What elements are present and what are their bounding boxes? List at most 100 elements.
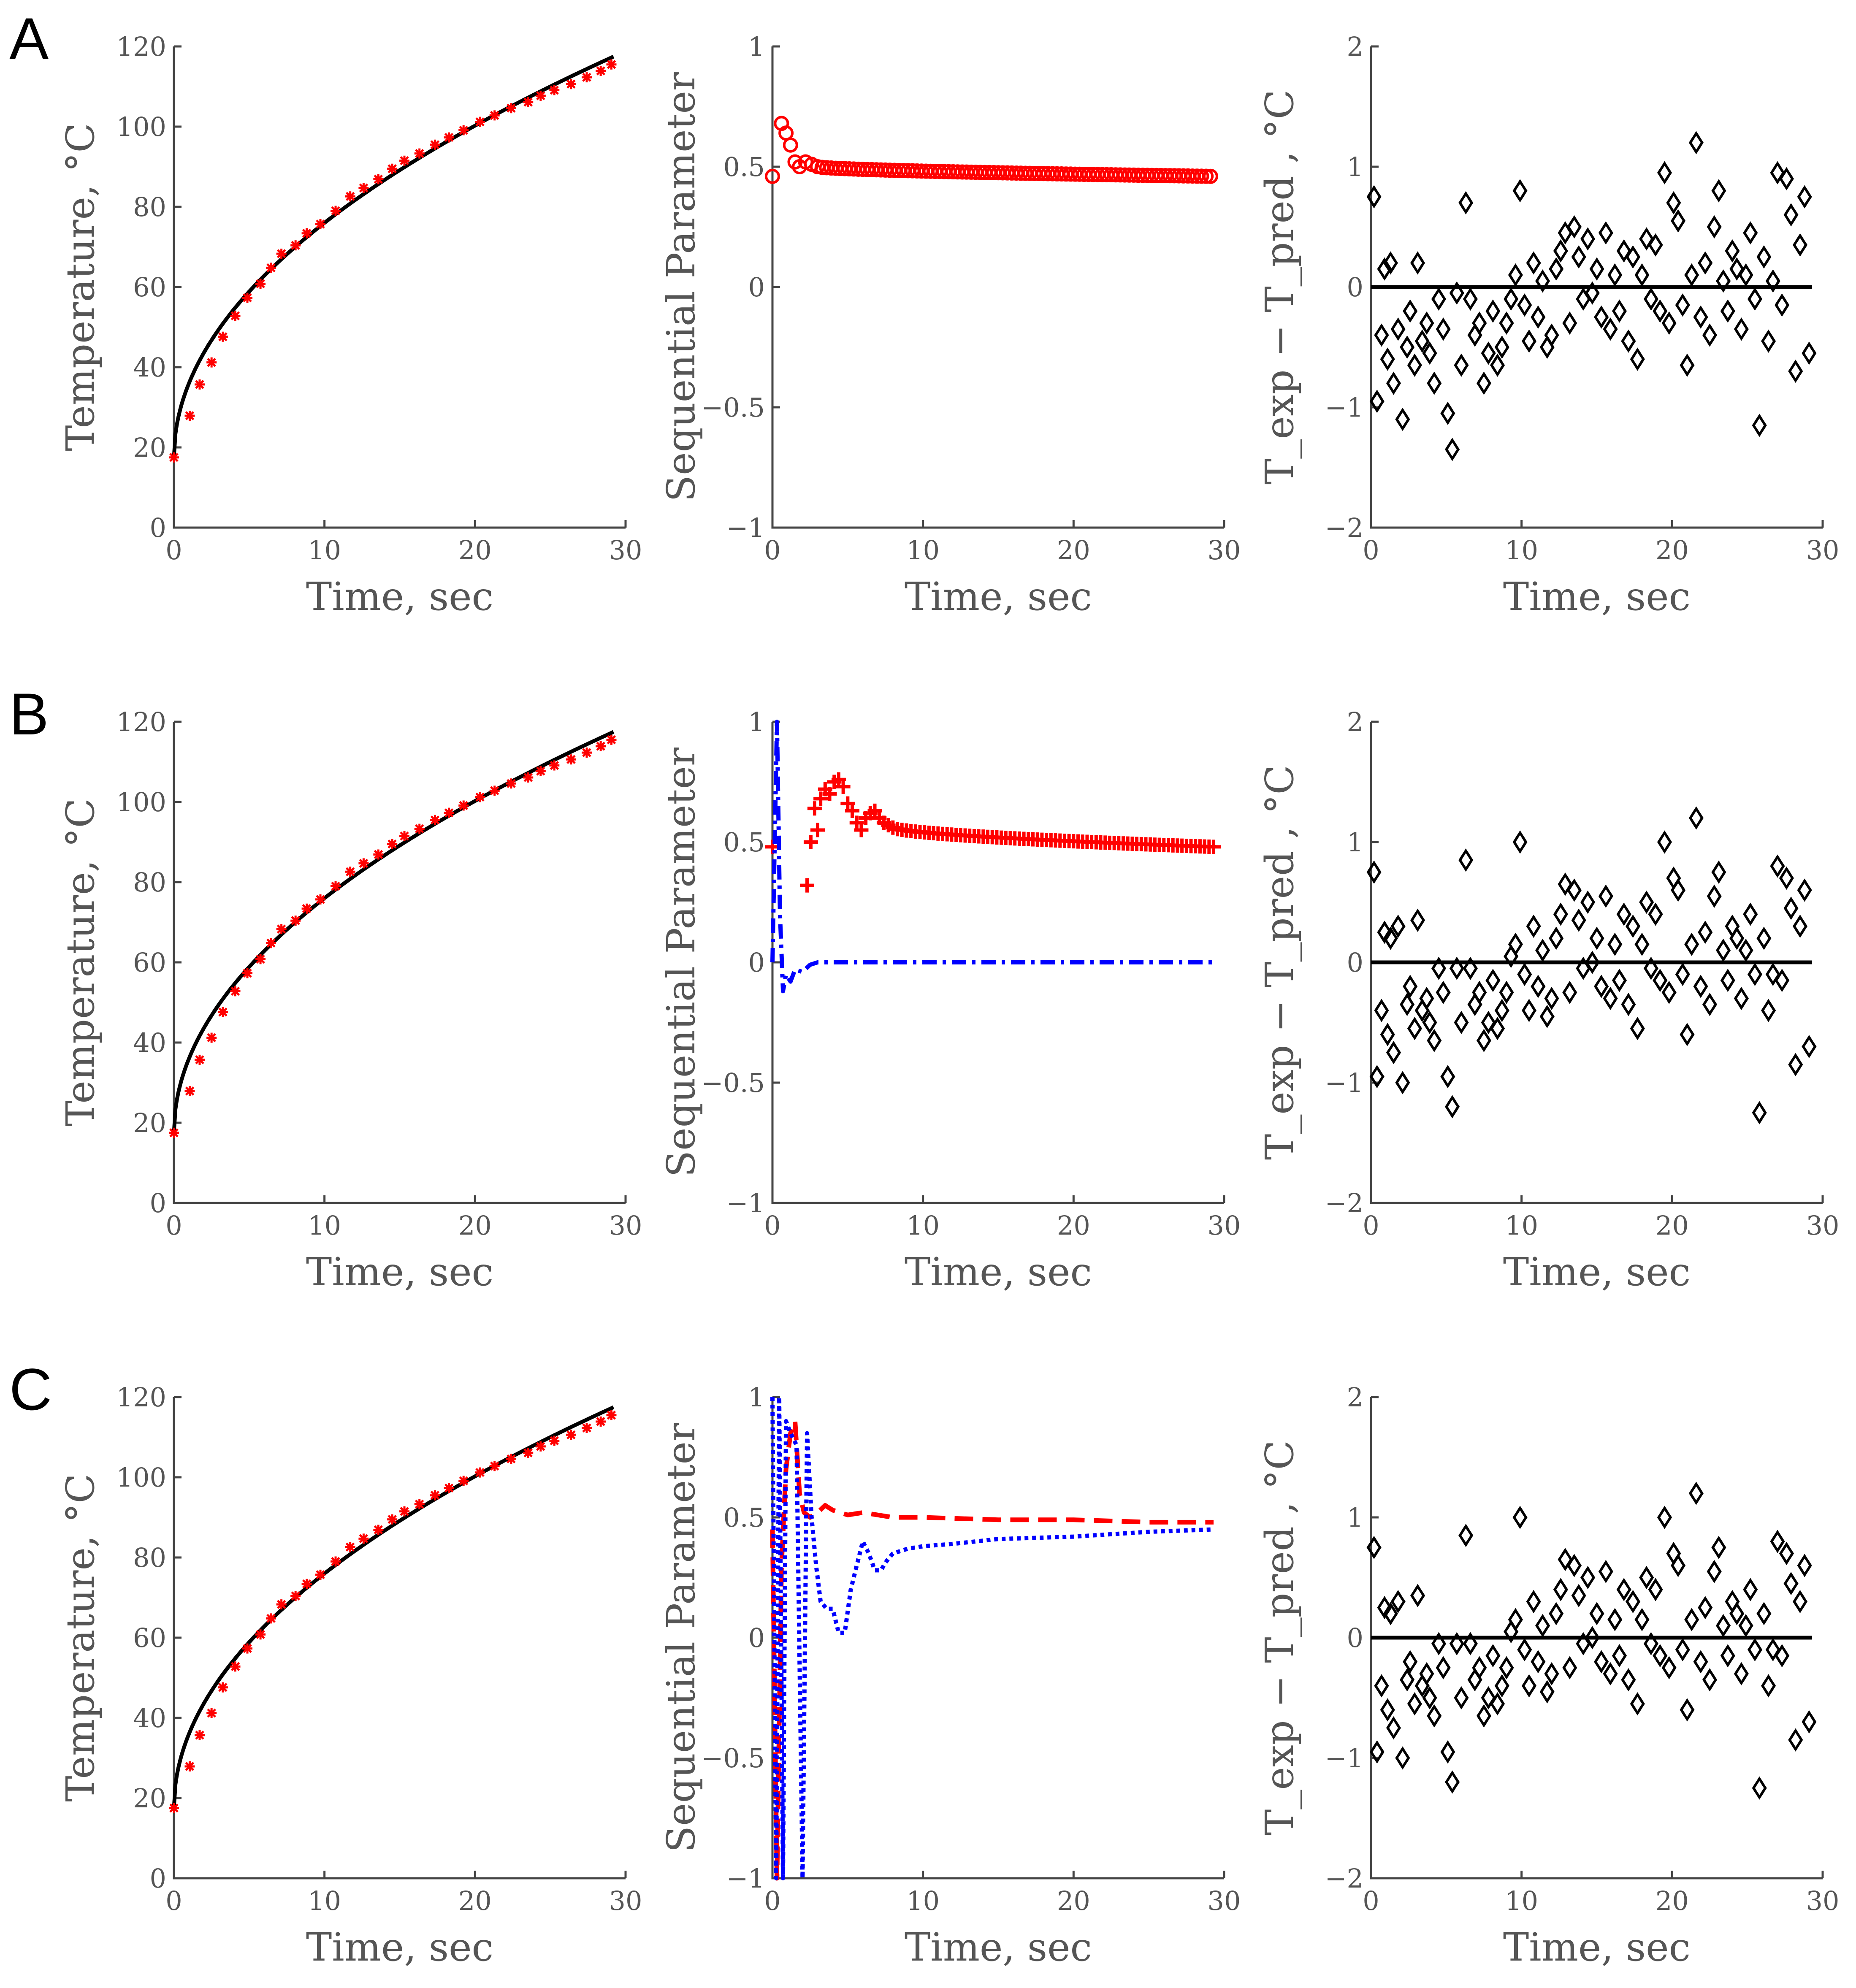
marker-c1-measured-32	[606, 1410, 617, 1420]
marker-a3-residuals-91	[1765, 269, 1780, 293]
x-axis-label-c2: Time, sec	[905, 1925, 1092, 1970]
data-a3	[1366, 131, 1817, 461]
marker-c3-residuals-6	[1386, 1716, 1401, 1740]
marker-c1-measured-12	[315, 1569, 326, 1580]
series-b3-residuals	[1366, 806, 1817, 1124]
marker-b1-measured-27	[535, 766, 546, 776]
marker-b1-measured-11	[301, 903, 312, 914]
marker-a1-measured-23	[475, 116, 485, 127]
marker-a3-residuals-35	[1512, 179, 1528, 203]
marker-c3-residuals-28	[1481, 1686, 1496, 1710]
marker-a3-residuals-9	[1400, 335, 1415, 359]
marker-a3-residuals-58	[1616, 239, 1631, 263]
marker-a3-residuals-43	[1549, 257, 1564, 281]
marker-c3-residuals-95	[1783, 1572, 1799, 1595]
marker-b3-residuals-7	[1390, 914, 1406, 938]
marker-a1-measured-16	[373, 174, 384, 184]
marker-a1-measured-29	[566, 79, 576, 89]
marker-c3-residuals-73	[1684, 1608, 1699, 1631]
marker-a1-measured-1	[184, 410, 195, 421]
data-a2	[765, 116, 1218, 184]
marker-c3-residuals-96	[1788, 1728, 1803, 1752]
y-tick-label-a1-5: 100	[117, 111, 166, 142]
y-tick-label-c1-6: 120	[117, 1382, 166, 1413]
marker-a3-residuals-69	[1666, 191, 1681, 215]
x-tick-label-b1-2: 20	[458, 1210, 492, 1241]
x-tick-label-a2-2: 20	[1057, 535, 1090, 566]
marker-a3-residuals-90	[1761, 329, 1776, 353]
marker-b3-residuals-90	[1761, 999, 1776, 1022]
marker-b3-residuals-21	[1449, 956, 1464, 980]
marker-c1-measured-16	[373, 1525, 384, 1535]
marker-a1-measured-9	[276, 249, 287, 259]
marker-c1-measured-24	[489, 1461, 500, 1471]
marker-b3-residuals-87	[1747, 962, 1763, 986]
marker-b1-measured-0	[169, 1127, 179, 1138]
y-tick-label-b2-4: 1	[748, 707, 765, 737]
marker-b3-residuals-72	[1680, 1023, 1695, 1046]
marker-b3-residuals-85	[1738, 938, 1753, 962]
marker-b3-residuals-70	[1671, 878, 1686, 902]
marker-b2-parameter-1-11	[840, 796, 855, 811]
marker-c3-residuals-82	[1725, 1590, 1740, 1614]
series-a2-parameter	[765, 116, 1218, 184]
x-axis-label-a1: Time, sec	[306, 574, 493, 619]
marker-c3-residuals-34	[1508, 1608, 1523, 1631]
marker-b3-residuals-5	[1383, 926, 1398, 950]
marker-c1-measured-5	[230, 1661, 241, 1672]
marker-a3-residuals-97	[1792, 233, 1808, 257]
marker-c1-measured-4	[217, 1682, 228, 1693]
marker-b3-residuals-73	[1684, 932, 1699, 956]
marker-c3-residuals-59	[1621, 1668, 1636, 1692]
marker-c1-measured-0	[169, 1803, 179, 1813]
x-tick-label-c1-3: 30	[609, 1885, 642, 1916]
y-axis-label-c1: Temperature, °C	[58, 1473, 103, 1802]
marker-a3-residuals-21	[1449, 281, 1464, 305]
marker-c3-residuals-75	[1693, 1650, 1708, 1674]
x-tick-label-a3-3: 30	[1806, 535, 1840, 566]
marker-a3-residuals-94	[1779, 167, 1794, 191]
panel-label-a: A	[9, 5, 49, 72]
marker-c3-residuals-90	[1761, 1674, 1776, 1698]
x-tick-label-a1-2: 20	[458, 535, 492, 566]
marker-c3-residuals-43	[1549, 1602, 1564, 1625]
marker-c1-measured-1	[184, 1761, 195, 1771]
marker-b1-measured-30	[581, 748, 592, 758]
marker-b2-parameter-1-9	[831, 772, 846, 787]
marker-a3-residuals-2	[1374, 323, 1389, 347]
marker-b3-residuals-71	[1675, 962, 1690, 986]
x-axis-label-a2: Time, sec	[905, 574, 1092, 619]
marker-c3-residuals-62	[1634, 1608, 1650, 1631]
marker-c3-residuals-77	[1702, 1668, 1718, 1692]
y-tick-label-a2-3: 0.5	[723, 152, 765, 182]
marker-b2-parameter-1-17	[867, 803, 882, 818]
marker-b1-measured-20	[430, 815, 440, 825]
marker-b3-residuals-37	[1521, 999, 1537, 1022]
x-tick-label-c3-2: 20	[1655, 1885, 1689, 1916]
marker-b3-residuals-40	[1535, 938, 1550, 962]
marker-a1-measured-17	[387, 163, 398, 174]
marker-a3-residuals-17	[1431, 287, 1447, 311]
marker-c3-residuals-19	[1440, 1740, 1455, 1764]
marker-b3-residuals-74	[1688, 806, 1704, 830]
marker-c3-residuals-71	[1675, 1638, 1690, 1662]
x-tick-label-c1-2: 20	[458, 1885, 492, 1916]
marker-b3-residuals-56	[1607, 932, 1623, 956]
marker-c3-residuals-84	[1734, 1662, 1749, 1686]
marker-b1-measured-2	[194, 1054, 205, 1065]
y-axis-label-a1: Temperature, °C	[58, 123, 103, 451]
marker-b2-parameter-1-10	[836, 779, 851, 794]
marker-c3-residuals-79	[1711, 1536, 1726, 1559]
marker-c3-residuals-53	[1594, 1650, 1609, 1674]
x-tick-label-c3-0: 0	[1363, 1885, 1379, 1916]
marker-c3-residuals-14	[1419, 1662, 1434, 1686]
marker-c3-residuals-63	[1639, 1565, 1654, 1590]
marker-c1-measured-23	[475, 1467, 485, 1478]
marker-a2-parameter-3	[783, 137, 798, 153]
marker-c1-measured-27	[535, 1441, 546, 1452]
marker-b1-measured-29	[566, 754, 576, 765]
y-tick-label-a2-2: 0	[748, 272, 765, 303]
marker-a3-residuals-28	[1481, 341, 1496, 365]
marker-a3-residuals-31	[1494, 335, 1509, 359]
